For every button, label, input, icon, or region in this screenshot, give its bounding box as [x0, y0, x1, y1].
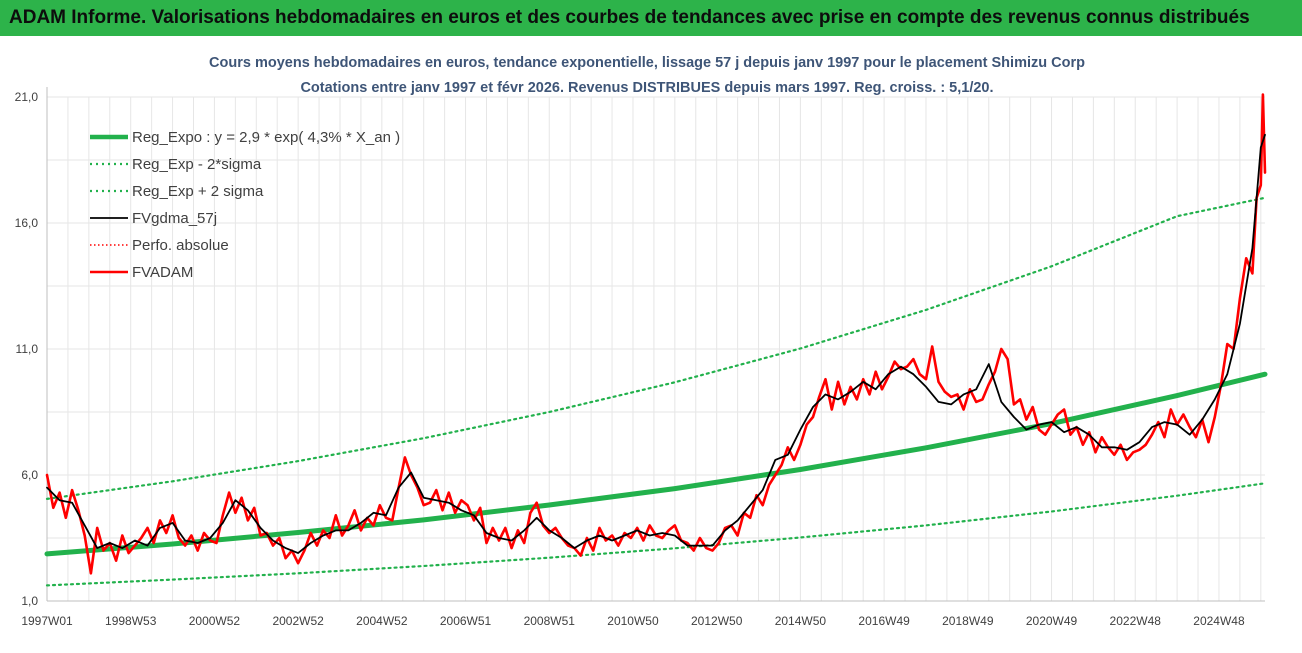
legend-label: FVgdma_57j — [132, 210, 217, 227]
x-tick-label: 1997W01 — [21, 614, 73, 628]
legend: Reg_Expo : y = 2,9 * exp( 4,3% * X_an ) R… — [90, 129, 400, 281]
chart: Cours moyens hebdomadaires en euros, ten… — [15, 55, 1268, 628]
x-tick-label: 1998W53 — [105, 614, 157, 628]
x-tick-label: 2022W48 — [1110, 614, 1162, 628]
y-tick-label: 21,0 — [15, 90, 39, 104]
series-line-4 — [46, 133, 1266, 554]
x-tick-label: 2020W49 — [1026, 614, 1078, 628]
x-axis-ticks: 1997W01 1998W53 2000W52 2002W52 2004W52 2006W… — [21, 614, 1245, 628]
x-tick-label: 2002W52 — [272, 614, 324, 628]
series-lines — [44, 93, 1268, 587]
x-tick-label: 2014W50 — [775, 614, 827, 628]
y-tick-label: 11,0 — [16, 342, 39, 356]
legend-label: Perfo. absolue — [132, 237, 229, 254]
y-tick-label: 16,0 — [15, 216, 39, 230]
x-tick-label: 2016W49 — [858, 614, 910, 628]
x-tick-label: 2018W49 — [942, 614, 994, 628]
x-tick-label: 2000W52 — [189, 614, 241, 628]
chart-title-line-1: Cours moyens hebdomadaires en euros, ten… — [209, 55, 1085, 71]
x-tick-label: 2004W52 — [356, 614, 408, 628]
x-tick-label: 2008W51 — [524, 614, 576, 628]
legend-label: FVADAM — [132, 264, 193, 281]
x-tick-label: 2006W51 — [440, 614, 492, 628]
x-tick-label: 2012W50 — [691, 614, 743, 628]
chart-title-line-2: Cotations entre janv 1997 et févr 2026. … — [300, 80, 993, 96]
y-tick-label: 1,0 — [21, 594, 38, 608]
series-line-2 — [45, 482, 1267, 587]
x-tick-label: 2010W50 — [607, 614, 659, 628]
report-banner: ADAM Informe. Valorisations hebdomadaire… — [0, 0, 1302, 36]
series-line-1 — [44, 371, 1268, 557]
x-tick-label: 2024W48 — [1193, 614, 1245, 628]
legend-label: Reg_Exp + 2 sigma — [132, 183, 264, 200]
series-line-3 — [45, 196, 1267, 500]
legend-label: Reg_Expo : y = 2,9 * exp( 4,3% * X_an ) — [132, 129, 400, 146]
y-axis-ticks: 1,0 6,0 11,0 16,0 21,0 — [15, 90, 39, 608]
legend-label: Reg_Exp - 2*sigma — [132, 156, 262, 173]
grid-lines — [46, 87, 1265, 602]
chart-title: Cours moyens hebdomadaires en euros, ten… — [209, 55, 1085, 96]
y-tick-label: 6,0 — [21, 468, 38, 482]
series-line-6 — [45, 93, 1267, 575]
